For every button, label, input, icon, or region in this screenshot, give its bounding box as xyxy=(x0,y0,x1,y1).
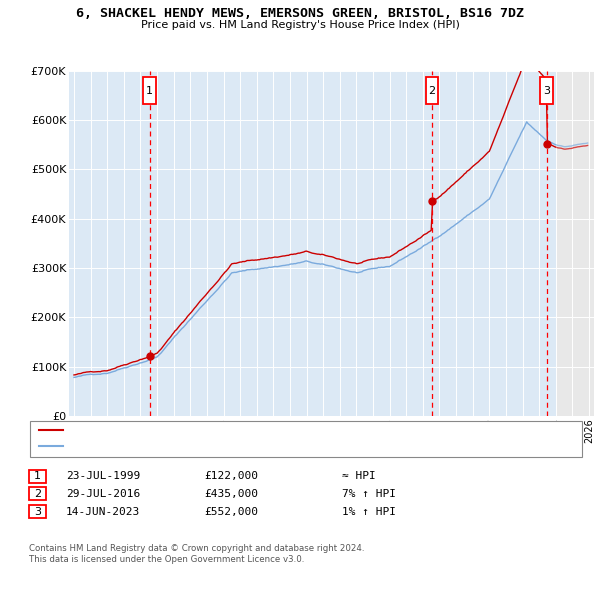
Text: 1: 1 xyxy=(146,86,153,96)
Text: 3: 3 xyxy=(543,86,550,96)
Text: 2: 2 xyxy=(428,86,436,96)
Text: 14-JUN-2023: 14-JUN-2023 xyxy=(66,507,140,516)
Text: 7% ↑ HPI: 7% ↑ HPI xyxy=(342,489,396,499)
Text: 29-JUL-2016: 29-JUL-2016 xyxy=(66,489,140,499)
FancyBboxPatch shape xyxy=(143,77,156,104)
Text: 1% ↑ HPI: 1% ↑ HPI xyxy=(342,507,396,516)
Text: 6, SHACKEL HENDY MEWS, EMERSONS GREEN, BRISTOL, BS16 7DZ: 6, SHACKEL HENDY MEWS, EMERSONS GREEN, B… xyxy=(76,7,524,20)
Text: £435,000: £435,000 xyxy=(204,489,258,499)
Bar xyxy=(556,71,594,416)
Text: Contains HM Land Registry data © Crown copyright and database right 2024.: Contains HM Land Registry data © Crown c… xyxy=(29,544,364,553)
Text: 23-JUL-1999: 23-JUL-1999 xyxy=(66,471,140,481)
Text: 6, SHACKEL HENDY MEWS, EMERSONS GREEN, BRISTOL, BS16 7DZ (detached house): 6, SHACKEL HENDY MEWS, EMERSONS GREEN, B… xyxy=(67,425,470,434)
FancyBboxPatch shape xyxy=(426,77,438,104)
Text: 2: 2 xyxy=(34,489,41,499)
Bar xyxy=(556,71,594,416)
Text: 3: 3 xyxy=(34,507,41,516)
Text: This data is licensed under the Open Government Licence v3.0.: This data is licensed under the Open Gov… xyxy=(29,555,304,564)
Text: £552,000: £552,000 xyxy=(204,507,258,516)
Text: 1: 1 xyxy=(34,471,41,481)
Text: ≈ HPI: ≈ HPI xyxy=(342,471,376,481)
Text: HPI: Average price, detached house, South Gloucestershire: HPI: Average price, detached house, Sout… xyxy=(67,441,349,451)
Text: £122,000: £122,000 xyxy=(204,471,258,481)
FancyBboxPatch shape xyxy=(541,77,553,104)
Text: Price paid vs. HM Land Registry's House Price Index (HPI): Price paid vs. HM Land Registry's House … xyxy=(140,20,460,30)
